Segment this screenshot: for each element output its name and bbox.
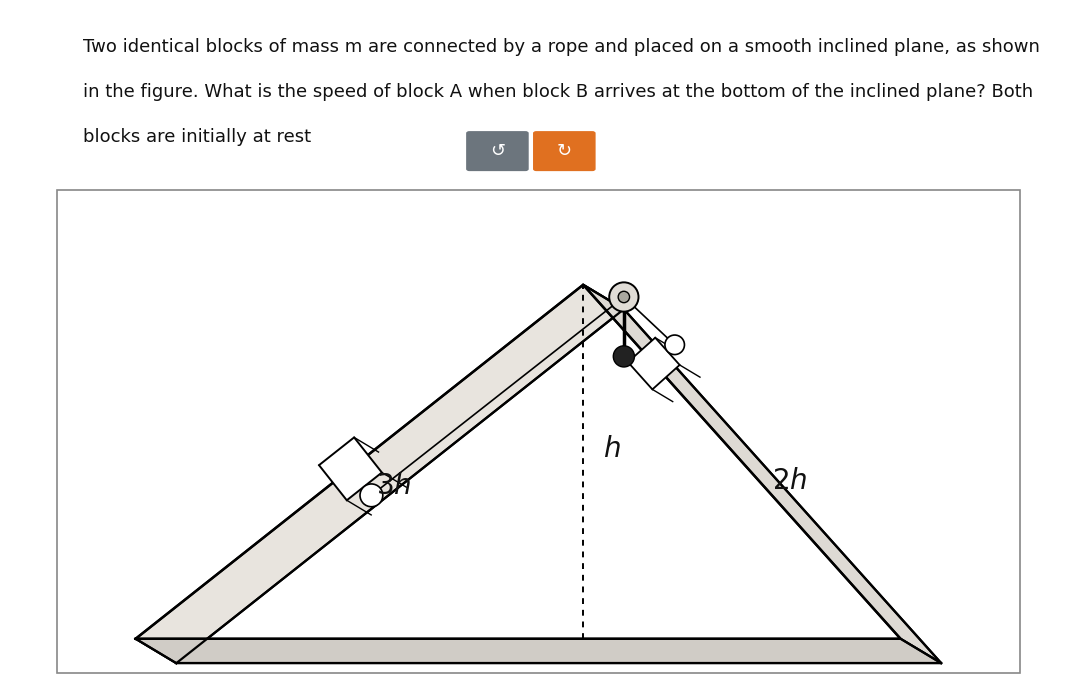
Text: blocks are initially at rest: blocks are initially at rest	[83, 128, 311, 146]
Text: ↺: ↺	[490, 142, 505, 160]
Circle shape	[618, 291, 629, 303]
Text: Two identical blocks of mass m are connected by a rope and placed on a smooth in: Two identical blocks of mass m are conne…	[83, 38, 1040, 56]
Polygon shape	[136, 285, 624, 663]
FancyBboxPatch shape	[57, 190, 1020, 673]
Circle shape	[360, 484, 383, 506]
Text: $2h$: $2h$	[773, 468, 808, 495]
Polygon shape	[136, 639, 941, 663]
Text: $h$: $h$	[603, 436, 620, 463]
Text: ↻: ↻	[557, 142, 572, 160]
FancyBboxPatch shape	[466, 131, 529, 171]
Polygon shape	[583, 285, 941, 663]
Circle shape	[613, 346, 634, 367]
Circle shape	[610, 282, 639, 312]
Polygon shape	[628, 337, 680, 389]
Polygon shape	[319, 437, 382, 500]
Text: $3h$: $3h$	[375, 473, 411, 500]
Text: in the figure. What is the speed of block A when block B arrives at the bottom o: in the figure. What is the speed of bloc…	[83, 83, 1034, 101]
FancyBboxPatch shape	[533, 131, 596, 171]
Circle shape	[665, 335, 684, 355]
